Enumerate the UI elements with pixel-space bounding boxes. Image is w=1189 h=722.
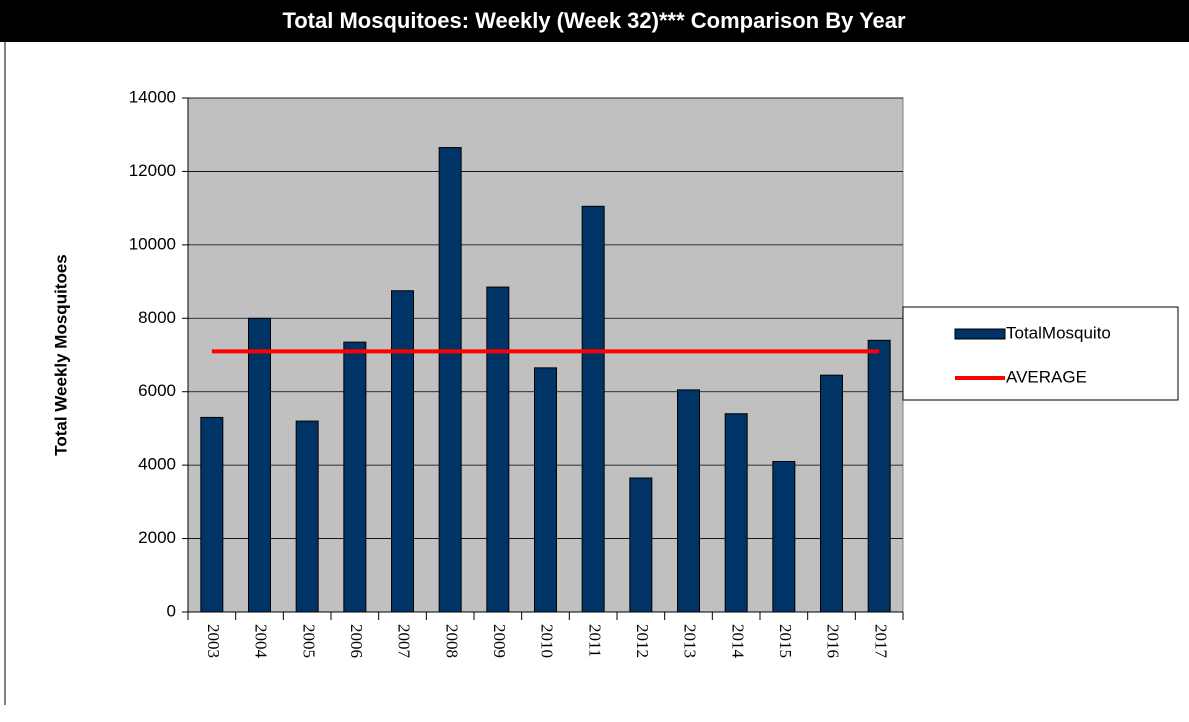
y-axis-label: Total Weekly Mosquitoes: [51, 254, 70, 456]
y-tick-label: 14000: [129, 87, 176, 106]
bar: [438, 147, 462, 613]
x-tick-label: 2011: [585, 624, 604, 657]
y-tick-label: 0: [167, 601, 176, 620]
y-tick-label: 10000: [129, 234, 176, 253]
chart-title: Total Mosquitoes: Weekly (Week 32)*** Co…: [282, 8, 906, 33]
bar: [629, 477, 653, 613]
x-tick-label: 2005: [299, 624, 318, 658]
x-tick-label: 2016: [824, 624, 843, 658]
y-tick-label: 8000: [138, 308, 176, 327]
legend-label: TotalMosquito: [1006, 323, 1111, 342]
y-tick-label: 12000: [129, 161, 176, 180]
bar: [581, 205, 605, 613]
bar: [343, 341, 367, 613]
bar: [724, 413, 748, 613]
bar: [677, 389, 700, 613]
x-tick-label: 2009: [490, 624, 509, 658]
x-tick-label: 2007: [395, 624, 414, 659]
bar: [820, 374, 843, 613]
x-tick-label: 2013: [681, 624, 700, 658]
bar: [867, 339, 891, 613]
legend-label: AVERAGE: [1006, 367, 1087, 386]
x-tick-label: 2010: [538, 624, 557, 658]
x-tick-label: 2006: [347, 624, 366, 658]
bar: [486, 286, 510, 613]
x-tick-label: 2008: [442, 624, 461, 658]
x-tick-label: 2003: [204, 624, 223, 658]
x-tick-label: 2004: [252, 624, 271, 659]
x-tick-label: 2017: [871, 624, 890, 659]
title-bar: [0, 0, 1189, 42]
y-tick-label: 2000: [138, 528, 176, 547]
x-tick-label: 2012: [633, 624, 652, 658]
bar: [534, 367, 557, 613]
bar: [248, 317, 271, 613]
y-tick-label: 6000: [138, 381, 176, 400]
legend-swatch: [954, 328, 1006, 340]
bar: [391, 290, 414, 613]
bar: [200, 416, 224, 613]
bar: [295, 420, 319, 613]
bar: [772, 460, 796, 613]
y-tick-label: 4000: [138, 455, 176, 474]
x-tick-label: 2015: [776, 624, 795, 658]
x-tick-label: 2014: [728, 624, 747, 659]
legend: [902, 306, 1179, 401]
